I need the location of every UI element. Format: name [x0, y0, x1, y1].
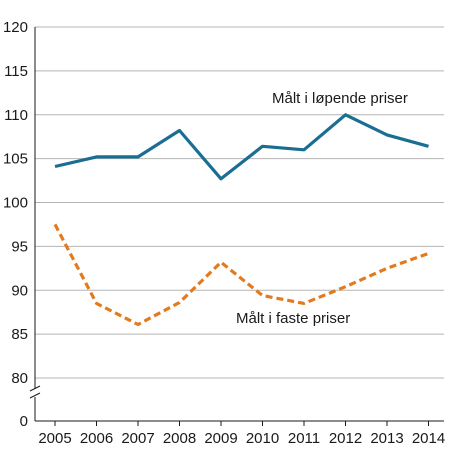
x-tick-label: 2011 — [288, 430, 320, 447]
y-tick-label: 115 — [4, 63, 28, 80]
x-tick-label: 2013 — [370, 430, 403, 447]
x-tick-label: 2006 — [80, 430, 113, 447]
x-tick-label: 2012 — [329, 430, 362, 447]
series-lines — [53, 113, 430, 327]
y-tick-label: 80 — [11, 370, 28, 387]
axis-break-mark-upper — [29, 385, 41, 392]
axis-break-mark-lower — [29, 392, 41, 399]
y-axis-tick-labels: 0 80 85 90 95 100 105 110 115 120 — [3, 19, 28, 430]
x-tick-label: 2008 — [163, 430, 196, 447]
y-tick-label: 105 — [3, 151, 28, 168]
series-line-0 — [54, 113, 429, 181]
y-tick-label: 85 — [11, 326, 28, 343]
y-tick-label: 95 — [11, 238, 28, 255]
x-tick-label: 2014 — [412, 430, 445, 447]
series-line-1 — [53, 223, 430, 327]
y-tick-label: 110 — [4, 107, 28, 124]
x-axis-tick-labels: 2005 2006 2007 2008 2009 2010 2011 2012 2013 2014 — [38, 430, 445, 447]
series-label-lopende-priser: Målt i løpende priser — [272, 90, 408, 107]
x-tick-label: 2009 — [204, 430, 237, 447]
y-tick-label: 90 — [11, 282, 28, 299]
y-tick-label: 0 — [20, 413, 28, 430]
x-tick-label: 2007 — [121, 430, 154, 447]
gridlines — [35, 26, 444, 379]
x-tick-label: 2010 — [246, 430, 279, 447]
y-tick-label: 100 — [3, 195, 28, 212]
y-tick-label: 120 — [3, 19, 28, 36]
axes — [29, 27, 444, 426]
series-label-faste-priser: Målt i faste priser — [236, 310, 350, 327]
x-tick-label: 2005 — [38, 430, 71, 447]
